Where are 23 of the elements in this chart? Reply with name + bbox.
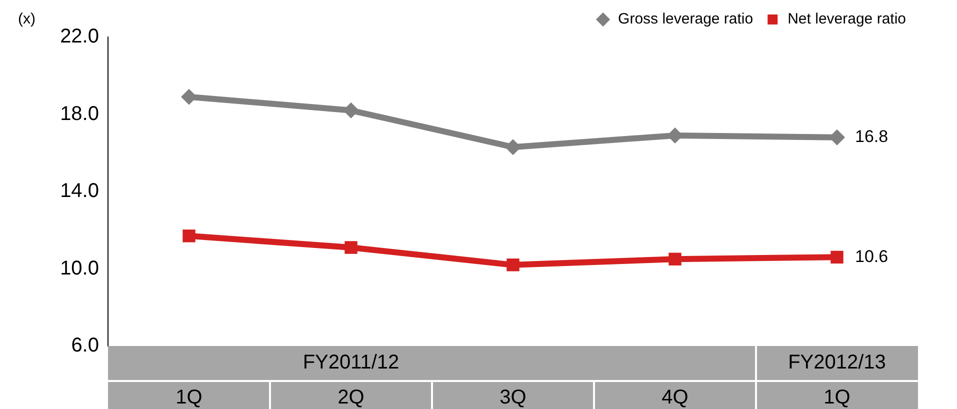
point — [830, 250, 844, 264]
y-tick-label: 22.0 — [60, 26, 99, 48]
point — [506, 258, 520, 272]
x-tick-label: 3Q — [500, 386, 526, 409]
x-tick-label: 4Q — [662, 386, 688, 409]
point — [343, 102, 359, 118]
legend-label: Gross leverage ratio — [618, 10, 754, 28]
point — [344, 241, 358, 254]
legend-label: Net leverage ratio — [788, 10, 906, 28]
text: FY2011/12 — [302, 352, 400, 374]
y-tick-label: 10.0 — [60, 257, 99, 280]
x-tick-label: 1Q — [176, 386, 202, 409]
data-label: 16.8 — [855, 127, 888, 146]
y-axis-title: (x) — [18, 10, 36, 28]
x-tick-label: 2Q — [338, 386, 364, 409]
data-label: 10.6 — [855, 246, 888, 266]
y-tick-label: 14.0 — [60, 180, 99, 202]
x-tick-label: 1Q — [824, 386, 850, 409]
y-tick-label: 18.0 — [60, 102, 99, 125]
point — [668, 252, 682, 266]
y-tick-label: 6.0 — [71, 334, 99, 357]
point — [182, 230, 196, 242]
text: FY2012/13 — [788, 352, 886, 374]
